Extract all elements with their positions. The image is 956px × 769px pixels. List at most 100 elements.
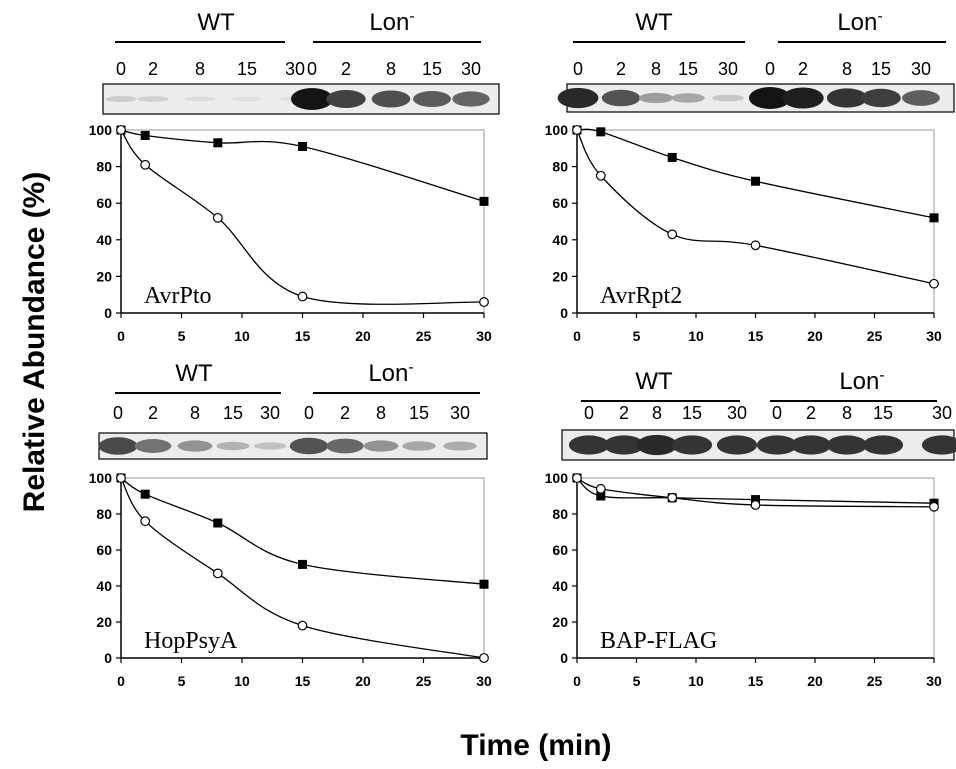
lane-label: 8 [652, 403, 662, 423]
y-tick-label: 100 [89, 470, 113, 486]
lane-label: 2 [148, 59, 158, 79]
data-point-square [479, 579, 489, 589]
y-tick-label: 80 [96, 506, 112, 522]
x-tick-label: 0 [117, 328, 125, 344]
protein-label: AvrPto [144, 283, 212, 309]
y-tick-label: 0 [104, 305, 112, 321]
y-tick-label: 100 [545, 122, 569, 138]
blot-band [603, 435, 645, 455]
lane-label: 8 [842, 403, 852, 423]
data-point-square [929, 213, 939, 223]
lane-label: 8 [195, 59, 205, 79]
wt-group-label: WT [197, 9, 235, 36]
lane-label: 8 [842, 59, 852, 79]
series-line [120, 129, 485, 202]
blot-band [756, 435, 798, 455]
blot-band [326, 438, 364, 454]
wt-group-label: WT [635, 9, 673, 36]
blot-band [826, 435, 868, 455]
data-point-circle [479, 653, 489, 663]
blot-band [749, 87, 791, 109]
blot-band [402, 441, 436, 451]
blot-band [98, 437, 138, 455]
y-tick-label: 40 [96, 578, 112, 594]
y-tick-label: 80 [552, 506, 568, 522]
data-point-square [213, 138, 223, 148]
lane-label: 8 [376, 403, 386, 423]
data-point-circle [479, 297, 489, 307]
blot-band [289, 437, 329, 455]
data-point-square [213, 518, 223, 528]
blot-band [291, 88, 333, 110]
series-line [120, 129, 485, 305]
x-tick-label: 30 [926, 328, 942, 344]
protein-label: AvrRpt2 [600, 283, 682, 309]
data-point-circle [595, 483, 606, 494]
data-point-circle [572, 125, 582, 135]
y-axis-label: Relative Abundance (%) [18, 172, 51, 513]
lon-group-label: Lon- [368, 359, 413, 387]
series-line [576, 129, 935, 285]
x-tick-label: 25 [416, 328, 432, 344]
data-point-circle [572, 473, 582, 483]
y-tick-label: 80 [96, 159, 112, 175]
blot-band [921, 435, 956, 455]
lane-label: 15 [678, 59, 698, 79]
lane-label: 0 [307, 59, 317, 79]
lon-group-label: Lon- [369, 8, 414, 36]
x-tick-label: 5 [178, 673, 186, 689]
lane-label: 15 [422, 59, 442, 79]
lane-label: 30 [285, 59, 305, 79]
data-point-circle [297, 620, 308, 631]
lane-label: 15 [682, 403, 702, 423]
y-tick-label: 60 [96, 195, 112, 211]
protein-label: BAP-FLAG [600, 628, 717, 654]
x-tick-label: 20 [355, 328, 371, 344]
data-point-square [751, 495, 760, 505]
data-point-square [596, 127, 606, 137]
x-tick-label: 15 [748, 328, 764, 344]
data-point-square [140, 489, 150, 499]
lane-label: 30 [932, 403, 952, 423]
blot-band [134, 439, 172, 453]
y-tick-label: 60 [96, 542, 112, 558]
data-point-circle [595, 170, 606, 181]
x-tick-label: 10 [688, 673, 704, 689]
x-tick-label: 0 [117, 673, 125, 689]
x-tick-label: 5 [633, 328, 641, 344]
lane-label: 0 [765, 59, 775, 79]
lane-label: 2 [619, 403, 629, 423]
blot-band [253, 442, 287, 450]
lane-label: 15 [237, 59, 257, 79]
data-point-square [479, 196, 489, 206]
lon-label-text: Lon [837, 9, 877, 36]
data-point-circle [750, 500, 761, 510]
blot-band [452, 91, 490, 107]
lane-label: 2 [806, 403, 816, 423]
lane-label: 8 [386, 59, 396, 79]
data-point-square [140, 130, 150, 140]
lane-label: 15 [409, 403, 429, 423]
blot-band [861, 88, 901, 108]
x-tick-label: 20 [807, 328, 823, 344]
lane-label: 15 [223, 403, 243, 423]
data-point-circle [116, 473, 126, 483]
lane-label: 0 [772, 403, 782, 423]
x-tick-label: 0 [573, 328, 581, 344]
data-point-circle [212, 568, 223, 579]
lon-minus-superscript: - [879, 367, 884, 384]
x-axis-label: Time (min) [460, 729, 611, 762]
lane-label: 2 [341, 59, 351, 79]
x-tick-label: 30 [476, 328, 492, 344]
y-tick-label: 20 [96, 614, 112, 630]
x-tick-label: 15 [295, 673, 311, 689]
data-point-square [667, 152, 677, 162]
wt-group-label: WT [175, 360, 213, 387]
y-tick-label: 20 [552, 268, 568, 284]
lane-label: 0 [304, 403, 314, 423]
y-tick-label: 20 [552, 614, 568, 630]
x-tick-label: 20 [807, 673, 823, 689]
y-tick-label: 40 [552, 232, 568, 248]
